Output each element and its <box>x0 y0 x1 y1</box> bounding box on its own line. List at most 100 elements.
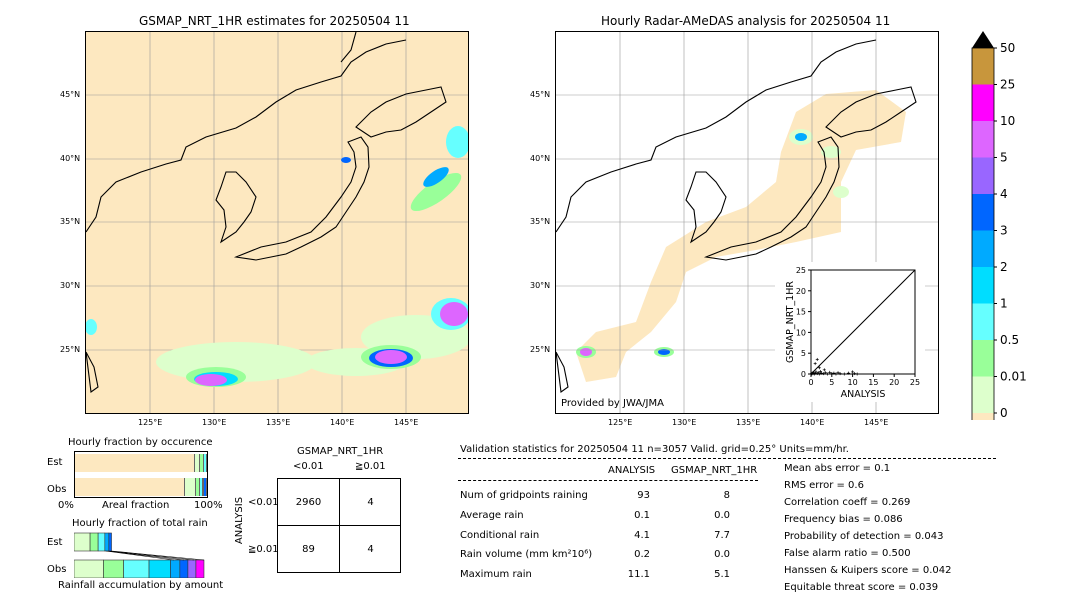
validation-row: Num of gridpoints raining <box>460 490 588 501</box>
score-text: RMS error = 0.6 <box>784 480 864 491</box>
validation-gsmap-value: 8 <box>723 490 730 501</box>
scatter-point <box>819 370 823 374</box>
right-lon-label: 140°E <box>800 418 825 427</box>
validation-row-label: Conditional rain <box>460 530 540 541</box>
validation-col-gsmap: GSMAP_NRT_1HR <box>671 465 758 476</box>
colorbar: 50 25 10 5 4 3 2 1 0.5 0.01 0 <box>960 30 1040 450</box>
contingency-col-label: <0.01 <box>293 461 324 472</box>
fraction-total-est-label: Est <box>47 537 63 548</box>
scatter-inset: 0 5 10 15 20 25 0 5 10 15 20 25 ANALYSIS GSMAP_NRT_1H… <box>775 262 925 402</box>
colorbar-segment <box>972 340 994 377</box>
left-lon-label: 145°E <box>394 418 419 427</box>
validation-analysis-value: 11.1 <box>627 569 650 580</box>
fraction-occurrence-title: Hourly fraction by occurence <box>68 437 213 448</box>
validation-analysis-value: 0.2 <box>634 549 650 560</box>
fraction-segment <box>200 478 203 496</box>
fraction-total-connector <box>107 550 185 561</box>
contingency-col-label: ≧0.01 <box>355 461 386 472</box>
score-text: Equitable threat score = 0.039 <box>784 582 939 593</box>
left-lat-label: 40°N <box>60 154 81 163</box>
scatter-point <box>814 370 818 374</box>
validation-header: Validation statistics for 20250504 11 n=… <box>460 444 849 455</box>
fraction-total-est-segment <box>104 532 110 552</box>
right-lon-label: 145°E <box>864 418 889 427</box>
fraction-occurrence-obs-bar <box>75 478 207 496</box>
left-lat-label: 25°N <box>60 345 81 354</box>
scatter-x-tick-label: 15 <box>868 378 878 387</box>
fraction-axis-mid: Areal fraction <box>102 500 170 511</box>
scatter-point <box>853 372 857 376</box>
left-lat-label: 30°N <box>60 281 81 290</box>
fraction-axis-right: 100% <box>194 500 223 511</box>
validation-row-label: Maximum rain <box>460 569 532 580</box>
scatter-x-tick-label: 5 <box>829 378 834 387</box>
colorbar-label: 10 <box>1000 114 1015 128</box>
fraction-total-connector <box>111 550 205 561</box>
right-map-title: Hourly Radar-AMeDAS analysis for 2025050… <box>601 14 891 28</box>
scatter-point <box>819 371 823 375</box>
validation-row: Average rain <box>460 510 524 521</box>
scatter-point <box>832 371 836 375</box>
scatter-xlabel: ANALYSIS <box>841 389 886 400</box>
left-lon-label: 125°E <box>138 418 163 427</box>
scatter-point <box>834 372 838 376</box>
score-text: Hanssen & Kuipers score = 0.042 <box>784 565 952 576</box>
right-lat-label: 25°N <box>530 345 551 354</box>
right-map: Provided by JWA/JMA <box>555 31 939 414</box>
fraction-segment <box>184 478 197 496</box>
fraction-total-est-segment <box>108 532 112 552</box>
scatter-point <box>817 366 821 370</box>
colorbar-segment <box>972 48 994 85</box>
contingency-row-label: <0.01 <box>248 497 279 508</box>
scatter-point <box>824 371 828 375</box>
validation-col-analysis: ANALYSIS <box>608 465 656 476</box>
fraction-total-svg <box>73 532 205 579</box>
colorbar-extend-arrow <box>972 31 994 48</box>
fraction-segment <box>75 454 195 472</box>
left-map-title: GSMAP_NRT_1HR estimates for 20250504 11 <box>139 14 410 28</box>
fraction-total-connector <box>105 550 175 561</box>
validation-row-label: Average rain <box>460 510 524 521</box>
contingency-cell: 4 <box>367 544 374 555</box>
validation-gsmap-value: 0.0 <box>714 549 730 560</box>
scatter-point <box>826 372 830 376</box>
right-lon-label: 130°E <box>672 418 697 427</box>
fraction-segment <box>75 478 185 496</box>
fraction-total-est-segment <box>97 532 106 552</box>
fraction-total-obs-segment <box>187 559 197 579</box>
left-map-rain <box>86 126 468 387</box>
score-text: False alarm ratio = 0.500 <box>784 548 911 559</box>
colorbar-segment <box>972 121 994 158</box>
fraction-total-obs-segment <box>73 559 104 579</box>
validation-gsmap-value: 5.1 <box>714 569 730 580</box>
fraction-total-est-segment <box>89 532 99 552</box>
contingency-cell: 4 <box>367 497 374 508</box>
validation-analysis-value: 0.1 <box>634 510 650 521</box>
left-lat-label: 35°N <box>60 217 81 226</box>
validation-row: Conditional rain <box>460 530 539 541</box>
scatter-point <box>842 372 846 376</box>
fraction-total-chart <box>73 531 208 579</box>
scatter-point <box>846 371 850 375</box>
scatter-ylabel: GSMAP_NRT_1HR <box>785 281 796 363</box>
fraction-total-est-segment <box>73 532 91 552</box>
colorbar-segment <box>972 303 994 340</box>
fraction-occurrence-est-bar <box>75 454 207 472</box>
score-text: Frequency bias = 0.086 <box>784 514 903 525</box>
contingency-cell: 2960 <box>295 497 322 508</box>
left-lon-label: 130°E <box>202 418 227 427</box>
right-lat-label: 35°N <box>530 217 551 226</box>
fraction-segment <box>199 454 204 472</box>
scatter-plot: 0 5 10 15 20 25 0 5 10 15 20 25 ANALYSIS GSMAP_NRT_1H… <box>785 266 920 400</box>
scatter-point <box>830 372 834 376</box>
scatter-point <box>821 372 825 376</box>
fraction-segment <box>203 478 205 496</box>
contingency-title: GSMAP_NRT_1HR <box>297 446 384 457</box>
fraction-total-obs-segment <box>195 559 205 579</box>
right-lon-label: 125°E <box>608 418 633 427</box>
fraction-segment <box>194 454 200 472</box>
scatter-y-tick-label: 25 <box>796 266 806 275</box>
colorbar-label: 2 <box>1000 260 1008 274</box>
colorbar-svg: 50 25 10 5 4 3 2 1 0.5 0.01 0 <box>971 31 1027 450</box>
fraction-total-obs-label: Obs <box>47 564 67 575</box>
